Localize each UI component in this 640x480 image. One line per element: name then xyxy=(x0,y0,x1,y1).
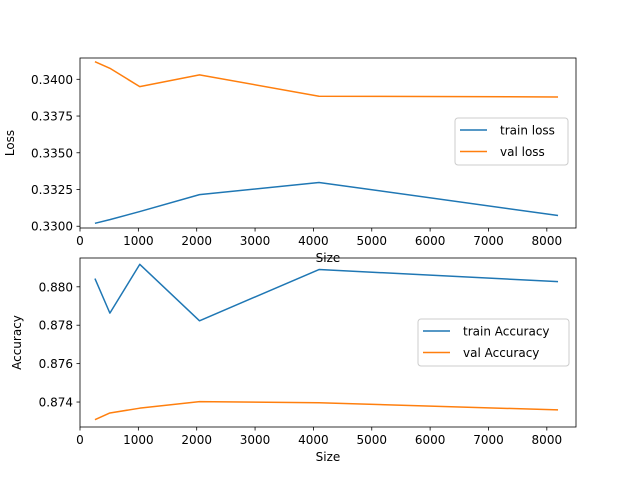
accuracy-x-tick-label: 5000 xyxy=(356,433,387,447)
accuracy-y-tick-label: 0.874 xyxy=(39,396,73,410)
accuracy-x-tick-label: 8000 xyxy=(532,433,563,447)
loss-x-tick-label: 2000 xyxy=(181,234,212,248)
accuracy-x-tick-label: 0 xyxy=(76,433,84,447)
loss-series-line-val-loss xyxy=(94,60,559,98)
loss-legend-label: val loss xyxy=(500,145,545,159)
accuracy-x-tick-label: 1000 xyxy=(123,433,154,447)
loss-legend-label: train loss xyxy=(500,124,555,138)
accuracy-y-tick-label: 0.880 xyxy=(39,280,73,294)
loss-y-tick-label: 0.3350 xyxy=(31,146,73,160)
loss-x-tick-label: 8000 xyxy=(532,234,563,248)
loss-y-tick-label: 0.3300 xyxy=(31,220,73,234)
accuracy-legend-box xyxy=(417,318,570,367)
accuracy-x-tick-label: 4000 xyxy=(298,433,329,447)
accuracy-y-tick-label: 0.876 xyxy=(39,357,73,371)
loss-x-tick-label: 5000 xyxy=(356,234,387,248)
accuracy-legend-label: train Accuracy xyxy=(463,325,550,339)
loss-y-axis-label: Loss xyxy=(3,130,17,156)
loss-x-tick-label: 0 xyxy=(76,234,84,248)
loss-axes-frame xyxy=(79,57,577,229)
accuracy-y-tick-label: 0.878 xyxy=(39,319,73,333)
accuracy-series-line-val-accuracy xyxy=(94,400,559,421)
loss-y-tick-label: 0.3375 xyxy=(31,110,73,124)
accuracy-x-axis-label: Size xyxy=(316,450,341,464)
accuracy-x-tick-label: 7000 xyxy=(473,433,504,447)
loss-subplot: 0 1000 2000 3000 4000 5000 6000 7000 8000 0.3300 0… xyxy=(3,57,577,265)
accuracy-x-tick-label: 3000 xyxy=(240,433,271,447)
loss-y-tick-label: 0.3325 xyxy=(31,183,73,197)
accuracy-legend-label: val Accuracy xyxy=(463,346,539,360)
loss-x-tick-label: 6000 xyxy=(415,234,446,248)
loss-series-line-train-loss xyxy=(94,181,559,225)
accuracy-series-line-train-accuracy xyxy=(94,263,559,322)
loss-x-tick-label: 3000 xyxy=(240,234,271,248)
loss-x-tick-label: 1000 xyxy=(123,234,154,248)
accuracy-subplot: 0 1000 2000 3000 4000 5000 6000 7000 8000 0.874 0.… xyxy=(10,257,577,464)
accuracy-x-tick-label: 6000 xyxy=(415,433,446,447)
loss-y-tick-label: 0.3400 xyxy=(31,73,73,87)
loss-x-tick-label: 7000 xyxy=(473,234,504,248)
accuracy-x-tick-label: 2000 xyxy=(181,433,212,447)
accuracy-y-axis-label: Accuracy xyxy=(10,315,24,370)
loss-x-tick-label: 4000 xyxy=(298,234,329,248)
accuracy-axes-frame xyxy=(79,257,577,428)
